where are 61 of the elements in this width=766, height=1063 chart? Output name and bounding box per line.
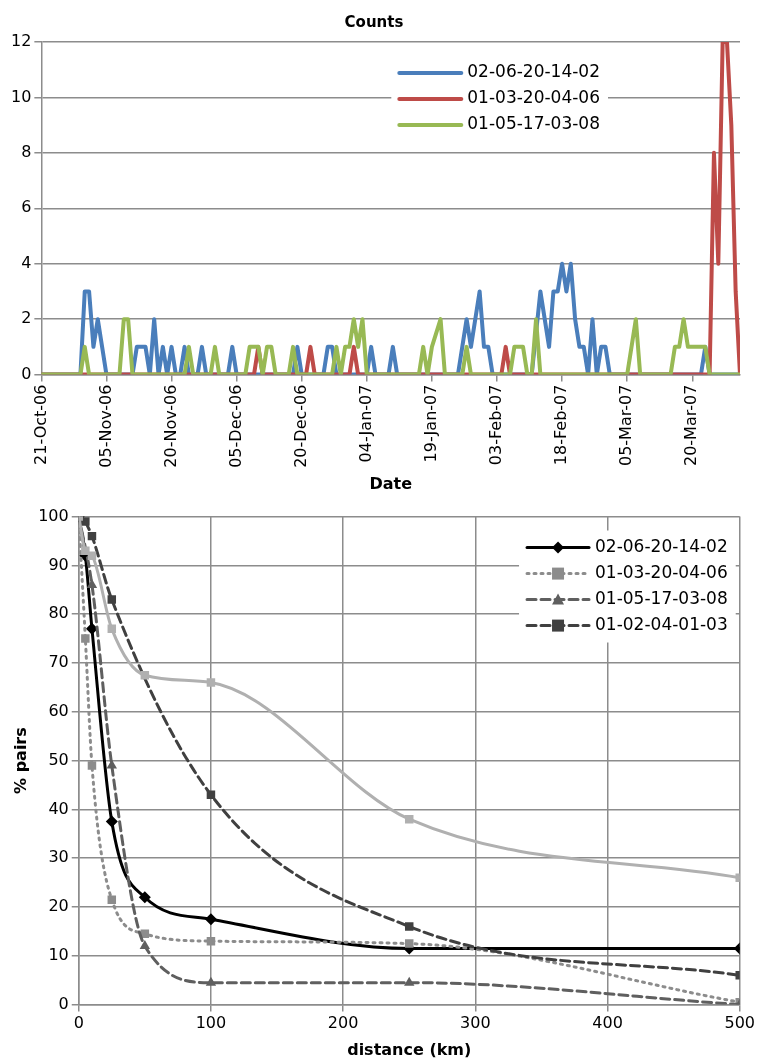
point [87,551,97,560]
x-tick-label: 19-Jan-07 [421,384,441,463]
y-tick-label: 10 [11,86,32,106]
legend-label: 01-02-04-01-03 [595,614,728,635]
point [139,940,151,950]
y-axis-title: % pairs [10,727,30,794]
x-tick-label: 100 [195,1013,227,1033]
x-axis-title: distance (km) [347,1039,472,1059]
x-tick-label: 20-Dec-06 [290,384,310,468]
y-tick-label: 10 [48,944,69,964]
x-tick-label: 0 [73,1013,84,1033]
x-tick-label: 400 [592,1013,623,1033]
point [404,922,414,931]
point [107,595,117,604]
x-tick-label: 18-Feb-07 [551,384,571,466]
x-tick-label: 21-Oct-06 [30,384,50,465]
x-tick-label: 03-Feb-07 [486,384,506,466]
point [404,976,415,986]
legend-label: 02-06-20-14-02 [467,61,601,82]
y-tick-label: 60 [48,700,69,720]
chart-title: Counts [344,12,404,31]
y-tick-label: 4 [21,252,32,272]
point [404,939,414,948]
legend-label: 01-05-17-03-08 [467,113,601,134]
y-tick-label: 40 [48,798,69,818]
point [105,815,118,828]
x-tick-label: 05-Mar-07 [616,384,636,467]
point [138,891,151,904]
y-tick-label: 8 [21,142,32,162]
x-tick-label: 200 [327,1013,359,1033]
y-tick-label: 80 [48,603,69,623]
point [204,913,217,926]
y-tick-label: 20 [48,896,69,916]
legend-label: 01-03-20-04-06 [467,87,601,108]
point [107,895,117,904]
x-tick-label: 20-Nov-06 [160,384,180,468]
point [81,634,90,643]
x-tick-label: 20-Mar-07 [681,384,701,467]
x-tick-label: 04-Jan-07 [355,384,375,463]
y-tick-label: 30 [48,847,69,867]
x-tick-label: 05-Dec-06 [225,384,245,468]
y-tick-label: 12 [11,31,32,51]
legend-label: 01-03-20-04-06 [595,562,728,583]
x-axis-title: Date [369,473,413,493]
y-tick-label: 0 [21,363,32,383]
x-tick-label: 300 [460,1013,491,1033]
y-tick-label: 0 [58,993,69,1013]
y-tick-label: 2 [21,308,32,328]
x-tick-label: 05-Nov-06 [95,384,115,468]
y-tick-label: 50 [48,749,69,769]
y-tick-label: 70 [48,652,69,672]
point [86,578,98,588]
legend-label: 01-05-17-03-08 [595,588,728,609]
legend-label: 02-06-20-14-02 [595,536,728,557]
y-tick-label: 90 [48,554,69,574]
point [205,976,217,986]
y-tick-label: 6 [21,197,32,217]
x-tick-label: 500 [724,1013,755,1033]
y-tick-label: 100 [38,505,69,525]
point [87,761,97,770]
point [206,678,216,687]
